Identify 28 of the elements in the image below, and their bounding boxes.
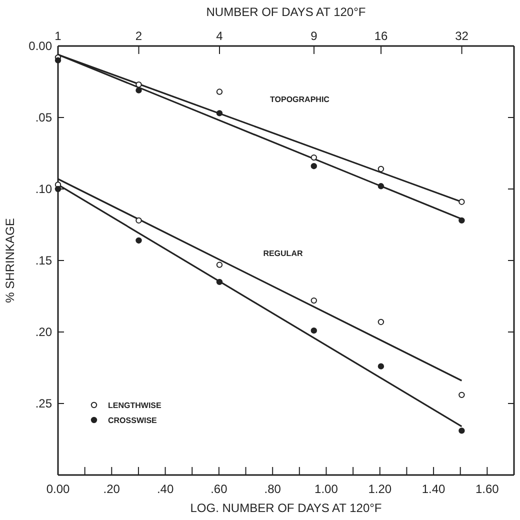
x2-tick-label: 16 <box>374 29 388 43</box>
legend-label: CROSSWISE <box>108 416 158 425</box>
x-tick-label: 1.20 <box>368 482 392 496</box>
x-axis-title: LOG. NUMBER OF DAYS AT 120°F <box>190 501 382 515</box>
x2-tick-label: 32 <box>455 29 469 43</box>
y-tick-label: .25 <box>35 396 52 410</box>
legend-label: LENGTHWISE <box>108 401 162 410</box>
x-tick-label: 0.00 <box>46 482 70 496</box>
y-tick-label: .05 <box>35 110 52 124</box>
x-tick-label: .60 <box>210 482 228 496</box>
y-tick-label: .20 <box>35 325 52 339</box>
x-tick-label: .20 <box>103 482 120 496</box>
y-axis-title: % SHRINKAGE <box>3 218 17 303</box>
y-tick-label: .15 <box>35 254 52 268</box>
annotation: TOPOGRAPHIC <box>270 94 330 104</box>
x-tick-label: 1.60 <box>475 482 500 496</box>
annotation: REGULAR <box>263 249 303 258</box>
y-tick-label: .10 <box>35 182 52 196</box>
x2-tick-label: 2 <box>135 29 142 43</box>
x2-axis-title: NUMBER OF DAYS AT 120°F <box>206 5 366 19</box>
x-tick-label: .40 <box>156 482 174 496</box>
x2-tick-label: 1 <box>54 29 62 43</box>
x-tick-label: .80 <box>264 482 282 496</box>
x-tick-label: 1.00 <box>314 482 338 496</box>
x2-tick-label: 9 <box>310 29 318 43</box>
y-tick-label: 0.00 <box>28 39 52 53</box>
x2-tick-label: 4 <box>216 29 224 43</box>
x-tick-label: 1.40 <box>422 482 446 496</box>
